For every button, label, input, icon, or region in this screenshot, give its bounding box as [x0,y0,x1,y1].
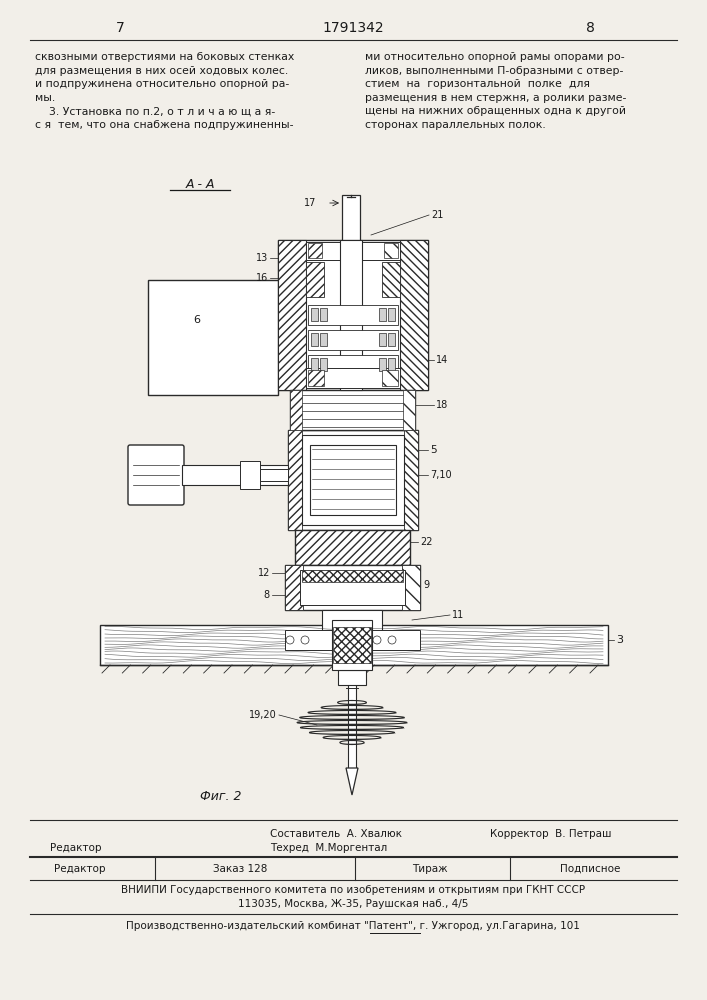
Bar [290,390,415,430]
Circle shape [286,636,294,644]
Text: 14: 14 [436,355,448,365]
Bar [320,333,327,346]
Bar [379,333,386,346]
Bar [402,565,420,610]
Bar [320,308,327,321]
Bar [333,627,371,663]
Bar [285,565,420,610]
Bar [322,610,382,635]
Text: Фиг. 2: Фиг. 2 [200,790,242,803]
Text: 21: 21 [431,210,443,220]
Bar [278,240,306,390]
Bar [382,262,400,297]
Bar [285,630,332,650]
Text: 9: 9 [423,580,429,590]
Text: Тираж: Тираж [412,864,448,874]
Text: Техред  М.Моргентал: Техред М.Моргентал [270,843,387,853]
Text: 11: 11 [452,610,464,620]
Bar [240,461,260,489]
Bar [100,625,608,665]
Text: 17: 17 [303,198,316,208]
Text: 113035, Москва, Ж-35, Раушская наб., 4/5: 113035, Москва, Ж-35, Раушская наб., 4/5 [238,899,468,909]
Bar [384,243,398,258]
Bar [306,368,400,388]
Bar [288,430,302,530]
Bar [320,358,327,371]
Bar [388,333,395,346]
Bar [182,465,288,485]
Bar [342,195,360,240]
Polygon shape [346,768,358,795]
Bar [290,390,302,430]
Text: 6: 6 [193,315,200,325]
Text: 19,20: 19,20 [250,710,277,720]
Text: сквозными отверстиями на боковых стенках
для размещения в них осей ходовых колес: сквозными отверстиями на боковых стенках… [35,52,294,130]
Text: 22: 22 [420,537,433,547]
Bar [372,630,420,650]
Bar [308,243,322,258]
Text: Производственно-издательский комбинат "Патент", г. Ужгород, ул.Гагарина, 101: Производственно-издательский комбинат "П… [126,921,580,931]
Bar [400,240,428,390]
Text: Заказ 128: Заказ 128 [213,864,267,874]
Bar [382,370,398,386]
Bar [311,358,318,371]
Circle shape [373,636,381,644]
Text: 16: 16 [256,273,268,283]
Bar [285,565,303,610]
Text: 1791342: 1791342 [322,21,384,35]
Bar [260,469,288,481]
Bar [310,445,396,515]
Bar [388,358,395,371]
Bar [388,308,395,321]
Bar [278,240,428,390]
Bar [311,308,318,321]
Text: ВНИИПИ Государственного комитета по изобретениям и открытиям при ГКНТ СССР: ВНИИПИ Государственного комитета по изоб… [121,885,585,895]
Bar [332,620,372,670]
Bar [311,333,318,346]
Text: 5: 5 [430,445,437,455]
Bar [348,670,356,770]
Text: Корректор  В. Петраш: Корректор В. Петраш [490,829,612,839]
Bar [404,430,418,530]
Bar [308,370,324,386]
Text: 8: 8 [585,21,595,35]
Text: Подписное: Подписное [560,864,620,874]
Bar [302,435,404,525]
Bar [308,330,398,350]
Bar [288,430,418,530]
Text: 12: 12 [257,568,270,578]
Text: 8: 8 [264,590,270,600]
Text: Редактор: Редактор [54,864,106,874]
Text: А - А: А - А [185,178,215,191]
Bar [379,308,386,321]
Bar [379,358,386,371]
Text: 3: 3 [616,635,623,645]
Bar [148,280,278,395]
Bar [306,242,400,260]
Bar [308,305,398,325]
Text: 13: 13 [256,253,268,263]
Text: 7: 7 [116,21,124,35]
Circle shape [388,636,396,644]
Bar [308,355,398,375]
Text: Редактор: Редактор [50,843,102,853]
Bar [338,670,366,685]
Bar [300,570,405,605]
FancyBboxPatch shape [128,445,184,505]
Bar [340,240,362,390]
Circle shape [301,636,309,644]
Text: ми относительно опорной рамы опорами ро-
ликов, выполненными П-образными с отвер: ми относительно опорной рамы опорами ро-… [365,52,626,130]
Bar [403,390,415,430]
Text: 18: 18 [436,400,448,410]
Bar [295,530,410,565]
Bar [302,570,403,582]
Text: Составитель  А. Хвалюк: Составитель А. Хвалюк [270,829,402,839]
Text: 7,10: 7,10 [430,470,452,480]
Bar [306,262,324,297]
